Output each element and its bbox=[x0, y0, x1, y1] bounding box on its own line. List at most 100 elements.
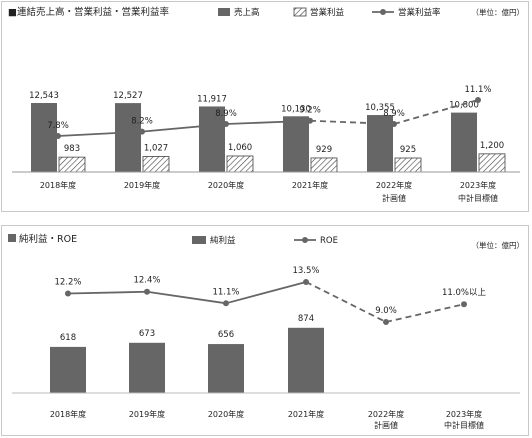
x-tick-label-2: 2019年度 bbox=[129, 409, 165, 419]
x-tick-label-5-sub: 計画値 bbox=[374, 420, 398, 430]
line-roe-marker-5 bbox=[383, 319, 389, 325]
line-operating-margin-marker-1 bbox=[55, 133, 61, 139]
bar-net-income-2 bbox=[129, 342, 165, 393]
line-operating-margin-segment-5 bbox=[393, 99, 479, 125]
data-label-sales-3: 11,917 bbox=[197, 94, 227, 104]
data-label-operating-margin-6: 11.1% bbox=[464, 85, 491, 95]
x-tick-label-5-sub: 計画値 bbox=[382, 193, 406, 203]
data-label-sales-1: 12,543 bbox=[29, 91, 59, 101]
data-label-operating-margin-2: 8.2% bbox=[131, 117, 153, 127]
line-roe-segment-3 bbox=[225, 281, 307, 305]
legend-swatch-sales bbox=[218, 8, 230, 16]
data-label-roe-2: 12.4% bbox=[133, 276, 160, 286]
bar-sales-6 bbox=[451, 112, 477, 172]
line-operating-margin-marker-2 bbox=[139, 128, 145, 135]
line-roe-segment-1 bbox=[67, 290, 148, 295]
chart-title: ■連結売上高・営業利益・営業利益率 bbox=[8, 6, 169, 18]
x-tick-label-1: 2018年度 bbox=[40, 180, 76, 190]
legend-marker-roe bbox=[302, 237, 308, 243]
x-tick-label-6-sub: 中計目標値 bbox=[458, 193, 498, 203]
line-roe-marker-3 bbox=[223, 300, 229, 307]
x-tick-label-5: 2022年度 bbox=[368, 409, 404, 419]
legend-label-operating-income: 営業利益 bbox=[310, 7, 345, 18]
unit-label: （単位：億円） bbox=[472, 240, 525, 250]
data-label-operating-margin-1: 7.8% bbox=[47, 121, 69, 131]
data-label-operating-income-2: 1,027 bbox=[144, 143, 168, 153]
bar-sales-3 bbox=[199, 106, 225, 172]
bar-sales-5 bbox=[367, 115, 393, 172]
legend-swatch-net-income bbox=[192, 236, 206, 244]
data-label-operating-income-5: 925 bbox=[400, 145, 416, 155]
legend-label-roe: ROE bbox=[320, 236, 338, 246]
unit-label: （単位：億円） bbox=[472, 7, 525, 17]
legend-swatch-operating-income bbox=[293, 7, 307, 17]
bar-sales-1 bbox=[31, 103, 57, 172]
data-label-roe-4: 13.5% bbox=[292, 266, 319, 276]
sales-operating-income-chart: ■連結売上高・営業利益・営業利益率 売上高 営業利益 営業利益率 （単位：億円） 12,5… bbox=[8, 6, 525, 203]
line-roe-marker-4 bbox=[303, 278, 309, 285]
data-label-net-income-3: 656 bbox=[218, 330, 234, 340]
net-income-roe-chart-panel: 純利益・ROE 純利益 ROE （単位：億円） 618 673 656 874 2018年度 20… bbox=[1, 225, 529, 436]
bar-operating-income-2 bbox=[142, 156, 170, 173]
data-label-roe-6: 11.0%以上 bbox=[442, 288, 487, 298]
bar-sales-4 bbox=[283, 116, 309, 172]
bar-net-income-1 bbox=[50, 346, 86, 393]
legend-label-net-income: 純利益 bbox=[210, 235, 236, 246]
data-label-sales-2: 12,527 bbox=[113, 91, 143, 101]
x-tick-label-1: 2018年度 bbox=[50, 409, 86, 419]
data-label-operating-income-1: 983 bbox=[64, 144, 80, 154]
line-roe-marker-2 bbox=[144, 288, 150, 295]
data-label-net-income-2: 673 bbox=[139, 329, 155, 339]
line-roe-segment-5 bbox=[385, 303, 465, 323]
chart-title: 純利益・ROE bbox=[19, 233, 77, 245]
sales-operating-income-chart-panel: ■連結売上高・営業利益・営業利益率 売上高 営業利益 営業利益率 （単位：億円） 12,5… bbox=[1, 1, 529, 212]
data-label-roe-5: 9.0% bbox=[375, 306, 397, 316]
data-label-sales-4: 10,130 bbox=[281, 104, 311, 114]
x-tick-label-6-sub: 中計目標値 bbox=[444, 420, 484, 430]
data-label-net-income-4: 874 bbox=[298, 314, 314, 324]
legend-label-sales: 売上高 bbox=[234, 7, 260, 18]
data-label-operating-margin-5: 8.9% bbox=[383, 109, 405, 119]
bar-operating-income-1 bbox=[58, 156, 86, 173]
x-tick-label-5: 2022年度 bbox=[376, 180, 412, 190]
line-roe-marker-6 bbox=[461, 301, 467, 308]
x-tick-label-3: 2020年度 bbox=[208, 409, 244, 419]
data-label-roe-3: 11.1% bbox=[212, 287, 239, 297]
legend-label-operating-margin: 営業利益率 bbox=[398, 7, 441, 18]
data-label-net-income-1: 618 bbox=[60, 333, 76, 343]
line-operating-margin-segment-1 bbox=[57, 130, 143, 137]
bar-sales-2 bbox=[115, 103, 141, 172]
x-tick-label-6: 2023年度 bbox=[460, 180, 496, 190]
data-label-operating-margin-4: 9.2% bbox=[299, 106, 321, 116]
net-income-roe-chart: 純利益・ROE 純利益 ROE （単位：億円） 618 673 656 874 2018年度 20… bbox=[8, 233, 525, 430]
line-operating-margin-marker-4 bbox=[307, 117, 313, 124]
bar-operating-income-5 bbox=[394, 157, 422, 173]
data-label-operating-income-4: 929 bbox=[316, 145, 332, 155]
line-operating-margin-marker-5 bbox=[391, 121, 397, 128]
bar-operating-income-3 bbox=[226, 155, 254, 173]
data-label-roe-1: 12.2% bbox=[54, 278, 81, 288]
data-label-operating-income-3: 1,060 bbox=[228, 143, 252, 153]
bar-operating-income-4 bbox=[310, 157, 338, 173]
bar-operating-income-6 bbox=[478, 153, 506, 173]
line-operating-margin-segment-2 bbox=[141, 123, 227, 133]
data-label-operating-income-6: 1,200 bbox=[480, 141, 504, 151]
x-tick-label-6: 2023年度 bbox=[446, 409, 482, 419]
data-label-sales-5: 10,355 bbox=[365, 103, 395, 113]
x-tick-label-2: 2019年度 bbox=[124, 180, 160, 190]
data-label-sales-6: 10,800 bbox=[449, 101, 479, 111]
bar-net-income-4 bbox=[288, 327, 324, 393]
line-roe-segment-2 bbox=[146, 290, 227, 305]
line-operating-margin-segment-3 bbox=[225, 119, 311, 125]
x-tick-label-4: 2021年度 bbox=[288, 409, 324, 419]
line-operating-margin-marker-3 bbox=[223, 121, 229, 128]
line-roe-marker-1 bbox=[65, 290, 71, 297]
x-tick-label-3: 2020年度 bbox=[208, 180, 244, 190]
line-operating-margin-segment-4 bbox=[309, 119, 395, 125]
bar-net-income-3 bbox=[208, 344, 244, 393]
line-roe-segment-4 bbox=[305, 281, 387, 323]
legend-marker-operating-margin bbox=[380, 9, 386, 15]
x-tick-label-4: 2021年度 bbox=[292, 180, 328, 190]
line-operating-margin-marker-6 bbox=[475, 97, 481, 104]
data-label-operating-margin-3: 8.9% bbox=[215, 109, 237, 119]
